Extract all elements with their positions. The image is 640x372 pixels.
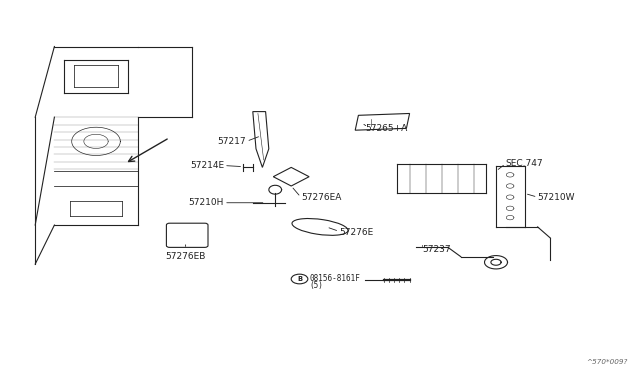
Text: ^570*009?: ^570*009?: [586, 359, 627, 365]
Text: B: B: [297, 276, 302, 282]
Text: 57276E: 57276E: [339, 228, 374, 237]
Text: (5): (5): [310, 281, 324, 290]
Text: 57265+A: 57265+A: [365, 124, 407, 133]
Text: 57276EA: 57276EA: [301, 193, 341, 202]
Text: 57237: 57237: [422, 245, 451, 254]
Text: 57217: 57217: [218, 137, 246, 146]
Text: 08156-8161F: 08156-8161F: [310, 274, 360, 283]
Text: 57276EB: 57276EB: [165, 252, 206, 261]
Text: 57210H: 57210H: [189, 198, 224, 207]
Text: 57210W: 57210W: [538, 193, 575, 202]
Text: SEC.747: SEC.747: [506, 159, 543, 168]
Text: 57214E: 57214E: [190, 161, 224, 170]
